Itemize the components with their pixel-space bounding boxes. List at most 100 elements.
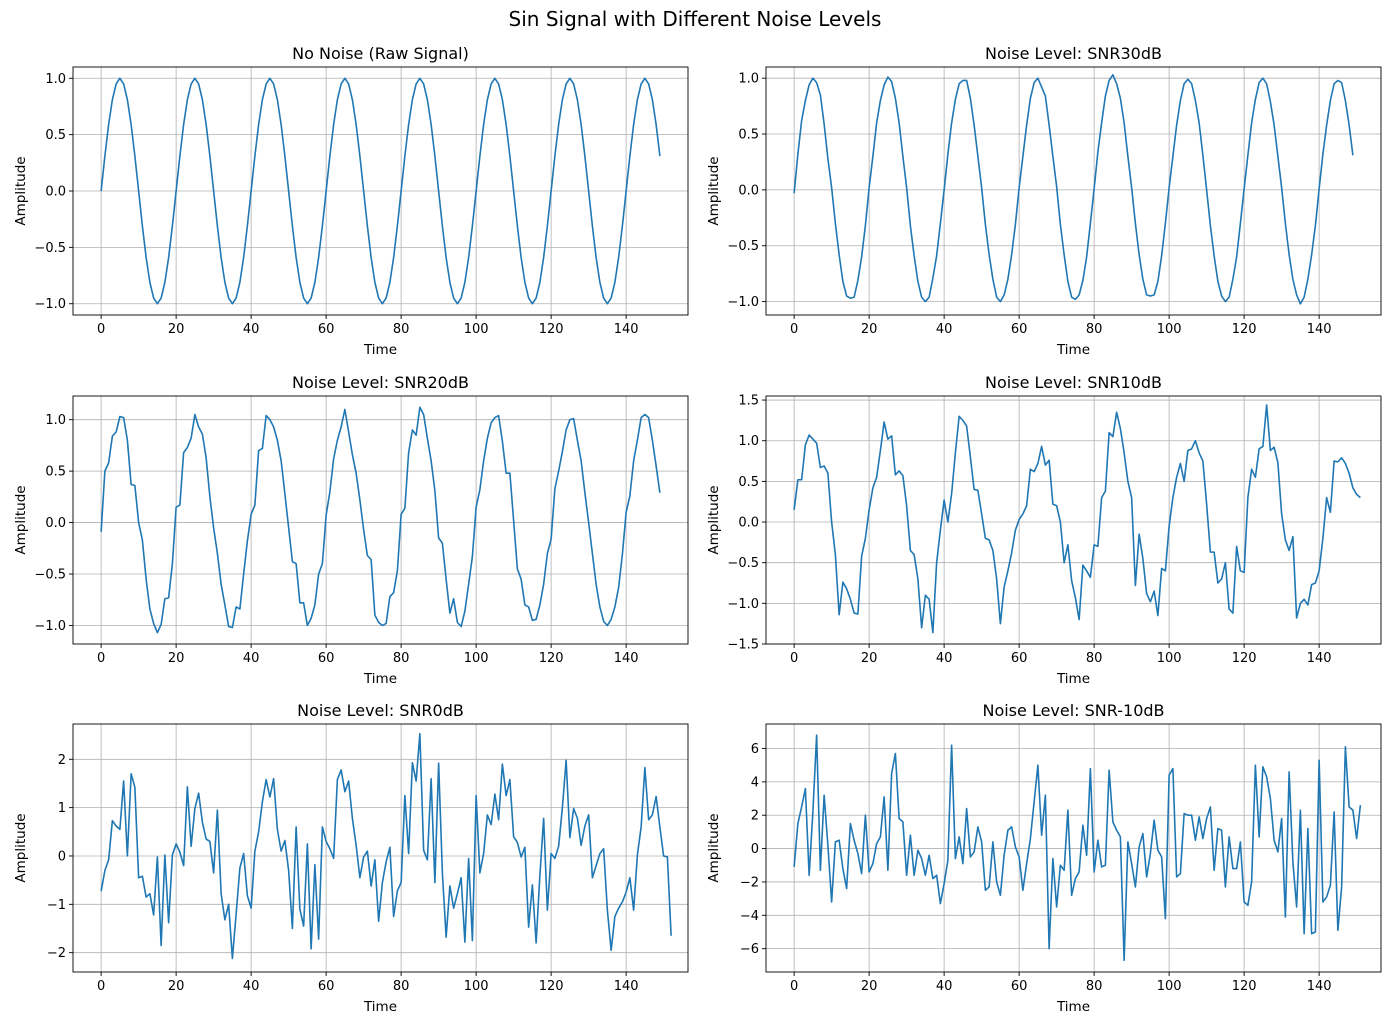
y-tick-label: 1.0	[45, 72, 66, 87]
subplot-6: 0 20 40 60 80 100 120 140 −6 −4 −2 0 2 4 6 Noise Level:…	[706, 701, 1382, 1015]
y-axis-label: Amplitude	[706, 813, 722, 882]
y-tick-label: 0.5	[738, 475, 759, 490]
axes-frame	[72, 723, 689, 973]
y-tick-label: 1	[58, 801, 66, 816]
series-line-signal	[100, 406, 661, 634]
y-tick-label: −6	[740, 942, 759, 957]
x-tick-label: 100	[464, 651, 489, 666]
x-tick-label: 40	[243, 322, 260, 337]
y-tick-label: −1.0	[34, 297, 66, 312]
x-axis-label: Time	[1056, 999, 1090, 1015]
x-tick-label: 20	[861, 322, 878, 337]
x-tick-label: 120	[1232, 979, 1257, 994]
x-tick-label: 140	[614, 979, 639, 994]
y-axis-label: Amplitude	[13, 813, 29, 882]
x-tick-label: 0	[97, 979, 105, 994]
x-tick-label: 40	[243, 979, 260, 994]
x-tick-label: 100	[1157, 651, 1182, 666]
y-tick-label: 6	[751, 742, 759, 757]
x-tick-label: 120	[539, 651, 564, 666]
y-tick-label: 0.5	[45, 465, 66, 480]
x-tick-label: 0	[97, 322, 105, 337]
x-tick-label: 80	[393, 651, 410, 666]
series-line-signal	[793, 74, 1354, 305]
x-tick-label: 40	[936, 979, 953, 994]
x-tick-label: 100	[1157, 322, 1182, 337]
y-tick-label: 0.5	[45, 128, 66, 143]
series-line-signal	[793, 404, 1361, 634]
x-axis-label: Time	[363, 999, 397, 1015]
y-tick-label: −0.5	[727, 556, 759, 571]
axes-frame	[765, 723, 1382, 973]
y-tick-label: −0.5	[34, 568, 66, 583]
x-tick-label: 120	[539, 322, 564, 337]
y-axis-label: Amplitude	[13, 156, 29, 225]
figure-title: Sin Signal with Different Noise Levels	[509, 7, 882, 31]
x-tick-label: 80	[1086, 322, 1103, 337]
x-tick-label: 80	[1086, 979, 1103, 994]
subplot-title: Noise Level: SNR30dB	[985, 44, 1162, 63]
x-tick-label: 140	[614, 322, 639, 337]
y-tick-label: −2	[47, 946, 66, 961]
subplot-title: Noise Level: SNR20dB	[292, 373, 469, 392]
y-tick-label: 1.5	[738, 394, 759, 409]
y-tick-label: 0	[58, 849, 66, 864]
x-tick-label: 80	[1086, 651, 1103, 666]
y-tick-label: 0.0	[738, 516, 759, 531]
subplot-5: 0 20 40 60 80 100 120 140 −2 −1 0 1 2 Noise Level: SN…	[13, 701, 689, 1015]
subplot-title: No Noise (Raw Signal)	[292, 44, 469, 63]
y-axis-label: Amplitude	[706, 485, 722, 554]
y-tick-label: −4	[740, 909, 759, 924]
x-axis-label: Time	[1056, 342, 1090, 358]
y-tick-label: −2	[740, 875, 759, 890]
y-tick-label: −1.0	[727, 597, 759, 612]
y-tick-label: 1.0	[738, 72, 759, 87]
x-tick-label: 120	[539, 979, 564, 994]
x-tick-label: 140	[614, 651, 639, 666]
x-tick-label: 80	[393, 979, 410, 994]
subplot-2: 0 20 40 60 80 100 120 140 −1.0 −0.5 0.0 0.5 1.0 Noise…	[706, 44, 1382, 358]
series-line-signal	[100, 77, 661, 305]
x-axis-label: Time	[363, 671, 397, 687]
x-tick-label: 0	[790, 979, 798, 994]
y-tick-label: −0.5	[34, 241, 66, 256]
y-axis-label: Amplitude	[13, 485, 29, 554]
x-tick-label: 20	[861, 979, 878, 994]
x-tick-label: 100	[1157, 979, 1182, 994]
y-tick-label: −1.0	[727, 295, 759, 310]
x-tick-label: 60	[1011, 651, 1028, 666]
x-tick-label: 120	[1232, 651, 1257, 666]
y-tick-label: −1.0	[34, 619, 66, 634]
subplot-1: 0 20 40 60 80 100 120 140 −1.0 −0.5 0.0 0.5 1.0 No No…	[13, 44, 689, 358]
y-tick-label: 0.5	[738, 128, 759, 143]
x-tick-label: 0	[790, 322, 798, 337]
subplot-title: Noise Level: SNR-10dB	[982, 701, 1164, 720]
axes-frame	[765, 66, 1382, 316]
y-tick-label: −1	[47, 898, 66, 913]
subplot-title: Noise Level: SNR0dB	[297, 701, 464, 720]
x-axis-label: Time	[1056, 671, 1090, 687]
y-tick-label: 0.0	[45, 185, 66, 200]
subplot-3: 0 20 40 60 80 100 120 140 −1.0 −0.5 0.0 0.5 1.0 Noise…	[13, 373, 689, 687]
axes-frame	[765, 395, 1382, 645]
x-tick-label: 100	[464, 322, 489, 337]
x-tick-label: 60	[318, 322, 335, 337]
x-tick-label: 40	[936, 322, 953, 337]
subplot-title: Noise Level: SNR10dB	[985, 373, 1162, 392]
x-tick-label: 60	[318, 651, 335, 666]
x-tick-label: 40	[936, 651, 953, 666]
x-tick-label: 60	[1011, 979, 1028, 994]
x-tick-label: 60	[318, 979, 335, 994]
x-tick-label: 20	[861, 651, 878, 666]
x-tick-label: 0	[97, 651, 105, 666]
y-axis-label: Amplitude	[706, 156, 722, 225]
x-tick-label: 20	[168, 651, 185, 666]
y-tick-label: 0.0	[45, 516, 66, 531]
x-tick-label: 140	[1307, 322, 1332, 337]
y-tick-label: 1.0	[738, 434, 759, 449]
x-tick-label: 100	[464, 979, 489, 994]
y-tick-label: −1.5	[727, 638, 759, 653]
subplot-4: 0 20 40 60 80 100 120 140 −1.5 −1.0 −0.5 0.0 0.5 1.0 1…	[706, 373, 1382, 687]
series-line-signal	[793, 734, 1362, 962]
x-axis-label: Time	[363, 342, 397, 358]
